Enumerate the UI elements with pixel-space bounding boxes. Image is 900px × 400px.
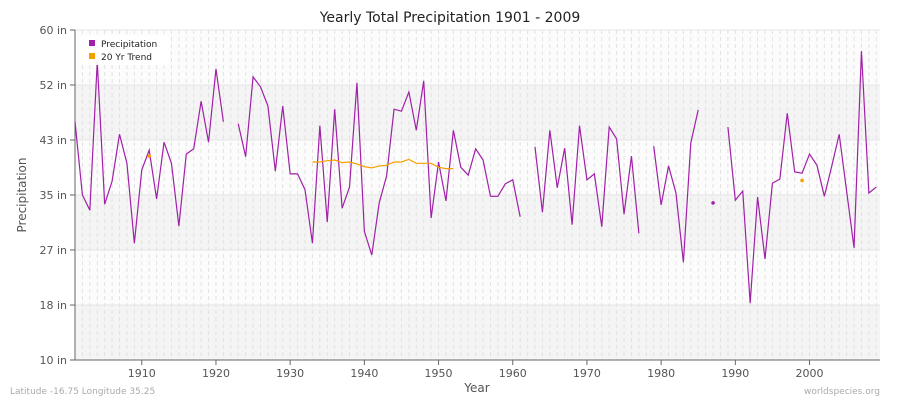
x-tick-label: 1990: [721, 367, 749, 380]
y-tick-label: 10 in: [39, 354, 67, 367]
legend-swatch-precipitation: [89, 40, 95, 46]
precipitation-line: [653, 109, 699, 263]
band: [75, 140, 880, 195]
x-axis-label: Year: [463, 381, 489, 395]
trend-point: [147, 154, 151, 158]
y-tick-label: 43 in: [39, 134, 67, 147]
legend-box: [80, 35, 170, 65]
legend-label-trend: 20 Yr Trend: [101, 53, 152, 63]
y-tick-label: 52 in: [39, 79, 67, 92]
band: [75, 30, 880, 85]
precipitation-point: [711, 201, 715, 205]
precipitation-line: [74, 61, 224, 244]
x-tick-label: 1960: [499, 367, 527, 380]
legend: Precipitation 20 Yr Trend: [80, 35, 170, 65]
precipitation-line: [534, 125, 640, 234]
trend-point: [800, 178, 804, 183]
band: [75, 249, 880, 306]
y-axis-label: Precipitation: [15, 157, 29, 232]
x-tick-label: 1920: [202, 367, 230, 380]
y-tick-label: 27 in: [39, 244, 67, 257]
legend-swatch-trend: [89, 53, 95, 59]
x-tick-label: 1950: [425, 367, 453, 380]
band: [75, 305, 880, 360]
x-tick-label: 1980: [647, 367, 675, 380]
band: [75, 84, 880, 141]
legend-label-precipitation: Precipitation: [101, 40, 157, 50]
x-tick-label: 2000: [796, 367, 824, 380]
precipitation-line: [727, 51, 877, 304]
footer-location: Latitude -16.75 Longitude 35.25: [10, 387, 155, 397]
trend-line: [312, 158, 454, 170]
footer-site: worldspecies.org: [804, 387, 880, 397]
x-tick-label: 1910: [128, 367, 156, 380]
y-tick-label: 60 in: [39, 24, 67, 37]
precipitation-line: [237, 75, 521, 256]
x-tick-label: 1970: [573, 367, 601, 380]
chart-title: Yearly Total Precipitation 1901 - 2009: [319, 10, 581, 26]
band: [75, 195, 880, 250]
x-tick-label: 1930: [276, 367, 304, 380]
y-tick-label: 35 in: [39, 189, 67, 202]
x-tick-label: 1940: [350, 367, 378, 380]
y-tick-label: 18 in: [39, 299, 67, 312]
